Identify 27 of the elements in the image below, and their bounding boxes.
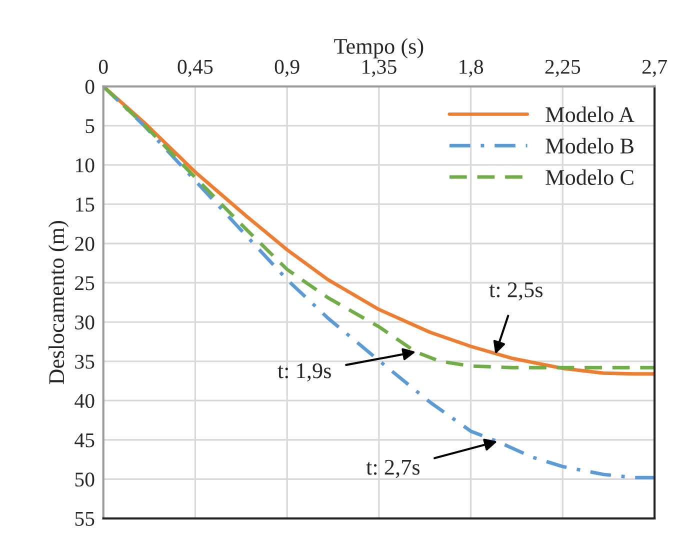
y-tick-label: 40 (74, 394, 94, 408)
x-axis-title: Tempo (s) (334, 38, 424, 58)
y-tick-label: 55 (75, 512, 94, 526)
y-axis-title: Deslocamento (m) (48, 221, 69, 384)
y-tick-label: 0 (85, 80, 94, 94)
x-tick-label: 0 (98, 60, 108, 74)
y-tick-label: 35 (75, 354, 94, 369)
x-tick-label: 2,25 (545, 60, 580, 77)
y-tick-label: 30 (75, 315, 94, 330)
legend-label: Modelo C (546, 169, 634, 185)
legend-label: Modelo B (546, 138, 634, 154)
annotation: t: 2,7s (366, 460, 420, 478)
x-tick-label: 0,9 (274, 60, 300, 77)
y-tick-label: 25 (75, 276, 94, 290)
y-tick-label: 5 (86, 119, 94, 134)
y-tick-label: 50 (75, 472, 94, 487)
x-tick-label: 1,8 (460, 60, 484, 77)
x-tick-label: 0,45 (178, 60, 213, 77)
x-tick-label: 1,35 (362, 60, 396, 77)
annotation: t: 2,5s (489, 282, 543, 300)
annotation: t: 1,9s (278, 363, 331, 382)
y-tick-label: 15 (76, 198, 94, 212)
x-tick-label: 2,7 (642, 60, 667, 77)
y-tick-label: 20 (75, 236, 94, 251)
legend-label: Modelo A (546, 106, 634, 122)
y-tick-label: 45 (74, 433, 94, 448)
y-tick-label: 10 (76, 158, 94, 172)
